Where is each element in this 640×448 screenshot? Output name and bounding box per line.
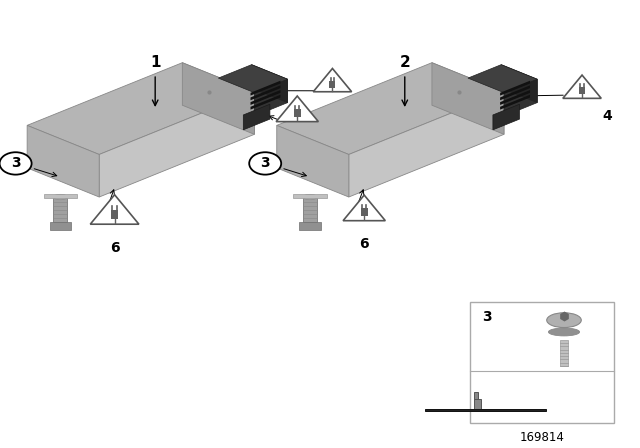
Polygon shape [27,125,99,197]
Polygon shape [425,409,547,411]
Polygon shape [250,95,280,110]
Polygon shape [361,208,367,216]
Text: 6: 6 [360,237,369,251]
Ellipse shape [303,194,317,200]
Polygon shape [27,63,254,155]
Polygon shape [276,96,318,121]
Text: 5: 5 [296,136,305,150]
Polygon shape [501,65,537,103]
Polygon shape [44,194,77,198]
Polygon shape [250,81,280,95]
Polygon shape [276,63,504,155]
Polygon shape [563,75,601,99]
Polygon shape [250,90,280,105]
Polygon shape [349,92,504,197]
Ellipse shape [547,313,581,327]
Text: 169814: 169814 [520,431,565,444]
Ellipse shape [53,194,67,200]
Text: 4: 4 [603,108,612,123]
Ellipse shape [548,328,580,336]
Text: 6: 6 [110,241,120,255]
Text: 1: 1 [150,55,161,69]
Circle shape [0,152,31,175]
Polygon shape [504,79,537,116]
Polygon shape [579,87,585,94]
Polygon shape [276,125,349,197]
Polygon shape [300,222,321,230]
Polygon shape [111,210,118,219]
Polygon shape [500,86,530,100]
Polygon shape [343,195,385,221]
Polygon shape [432,63,504,134]
Polygon shape [500,90,530,105]
Bar [560,340,568,366]
Polygon shape [252,65,287,103]
Polygon shape [313,69,351,92]
Text: 4: 4 [353,104,363,118]
Polygon shape [468,65,537,93]
Polygon shape [303,197,317,222]
Polygon shape [474,392,477,399]
Polygon shape [500,95,530,110]
Circle shape [249,152,281,175]
Text: 3: 3 [11,156,20,170]
Polygon shape [250,86,280,100]
Polygon shape [218,65,287,93]
Polygon shape [243,104,270,130]
Polygon shape [53,197,67,222]
Text: 3: 3 [482,310,492,324]
Polygon shape [99,92,254,197]
Polygon shape [50,222,71,230]
Text: 2: 2 [399,55,410,69]
Text: 3: 3 [260,156,270,170]
Polygon shape [294,109,301,117]
Polygon shape [254,79,287,116]
Polygon shape [330,81,335,87]
Polygon shape [90,195,139,224]
Polygon shape [293,194,327,198]
Polygon shape [493,104,520,130]
Polygon shape [500,81,530,95]
Bar [470,302,614,423]
Polygon shape [182,63,254,134]
Polygon shape [474,399,481,410]
